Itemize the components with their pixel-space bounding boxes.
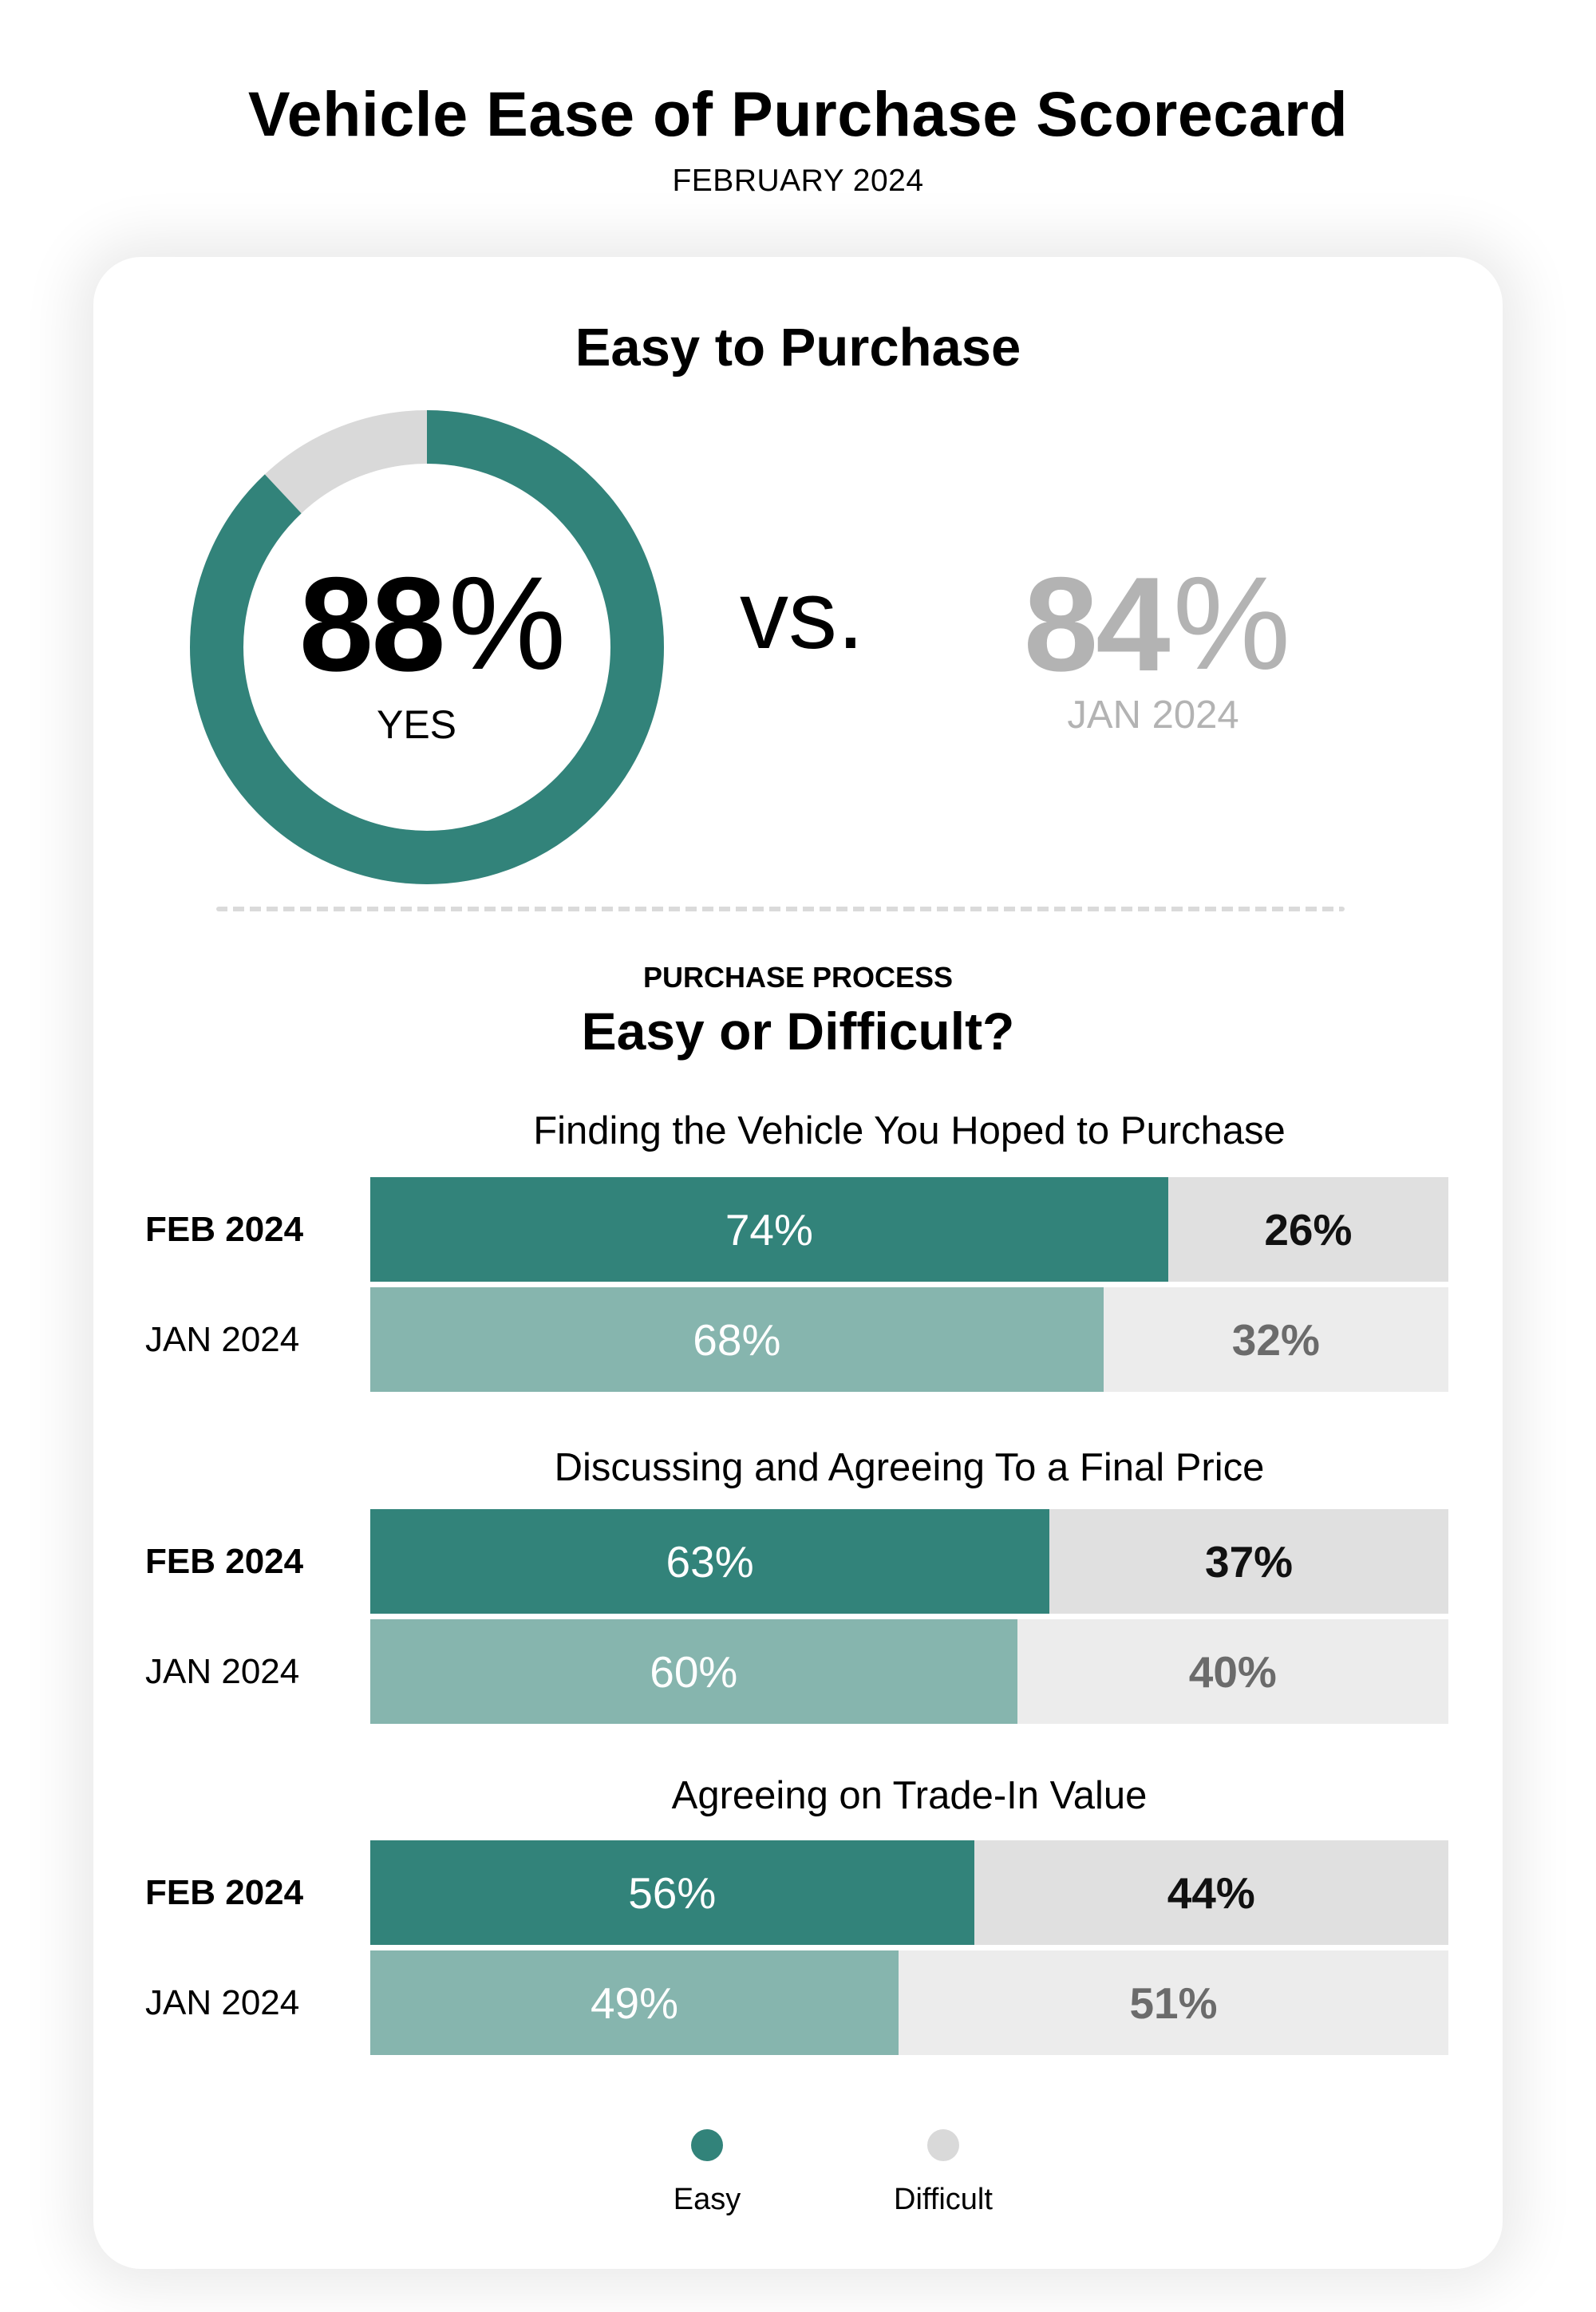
- stacked-bar: 68% 32%: [370, 1287, 1448, 1392]
- row-label-current: FEB 2024: [145, 1210, 304, 1249]
- current-score-label: YES: [376, 702, 457, 747]
- process-kicker: PURCHASE PROCESS: [642, 961, 954, 994]
- row-label-current: FEB 2024: [145, 1542, 304, 1581]
- bar-segment-easy: 60%: [370, 1619, 1017, 1724]
- versus-label: vs.: [740, 560, 864, 669]
- row-label-prior: JAN 2024: [145, 1652, 300, 1691]
- easy-to-purchase-donut-chart: [190, 410, 664, 884]
- donut-svg: [190, 410, 664, 884]
- dashed-divider: [216, 907, 1345, 911]
- bar-segment-difficult: 40%: [1017, 1619, 1448, 1724]
- bar-segment-easy: 63%: [370, 1509, 1050, 1614]
- stacked-bar: 74% 26%: [370, 1177, 1448, 1282]
- current-score-percent-sign: %: [448, 550, 567, 698]
- page-subtitle: FEBRUARY 2024: [672, 164, 924, 198]
- stacked-bar: 63% 37%: [370, 1509, 1448, 1614]
- easy-to-purchase-title: Easy to Purchase: [575, 318, 1021, 377]
- row-label-current: FEB 2024: [145, 1873, 304, 1912]
- legend-easy-label: Easy: [673, 2183, 741, 2216]
- bar-segment-difficult: 37%: [1049, 1509, 1448, 1614]
- donut-yes-arc: [190, 410, 664, 884]
- row-label-prior: JAN 2024: [145, 1983, 300, 2022]
- prior-score: 84%: [1001, 557, 1313, 691]
- group-title-final-price: Discussing and Agreeing To a Final Price: [554, 1446, 1265, 1489]
- stacked-bar: 60% 40%: [370, 1619, 1448, 1724]
- bar-segment-easy: 68%: [370, 1287, 1104, 1392]
- legend-difficult-label: Difficult: [894, 2183, 993, 2216]
- stacked-bar: 49% 51%: [370, 1950, 1448, 2055]
- current-score: 88%: [289, 557, 576, 691]
- process-title: Easy or Difficult?: [581, 1002, 1015, 1061]
- bar-segment-easy: 74%: [370, 1177, 1168, 1282]
- row-label-prior: JAN 2024: [145, 1320, 300, 1359]
- group-title-trade-in: Agreeing on Trade-In Value: [671, 1774, 1148, 1817]
- bar-segment-difficult: 26%: [1167, 1177, 1448, 1282]
- bar-segment-difficult: 32%: [1103, 1287, 1448, 1392]
- bar-segment-easy: 49%: [370, 1950, 899, 2055]
- legend-easy-dot-icon: [691, 2129, 723, 2161]
- prior-score-percent-sign: %: [1172, 550, 1291, 698]
- bar-segment-easy: 56%: [370, 1840, 974, 1945]
- legend-difficult-dot-icon: [927, 2129, 959, 2161]
- current-score-number: 88: [298, 549, 446, 699]
- stacked-bar: 56% 44%: [370, 1840, 1448, 1945]
- prior-score-number: 84: [1023, 549, 1171, 699]
- bar-segment-difficult: 51%: [898, 1950, 1448, 2055]
- group-title-finding-vehicle: Finding the Vehicle You Hoped to Purchas…: [533, 1109, 1286, 1152]
- prior-score-label: JAN 2024: [1067, 694, 1239, 737]
- bar-segment-difficult: 44%: [974, 1840, 1448, 1945]
- page-title: Vehicle Ease of Purchase Scorecard: [247, 78, 1349, 149]
